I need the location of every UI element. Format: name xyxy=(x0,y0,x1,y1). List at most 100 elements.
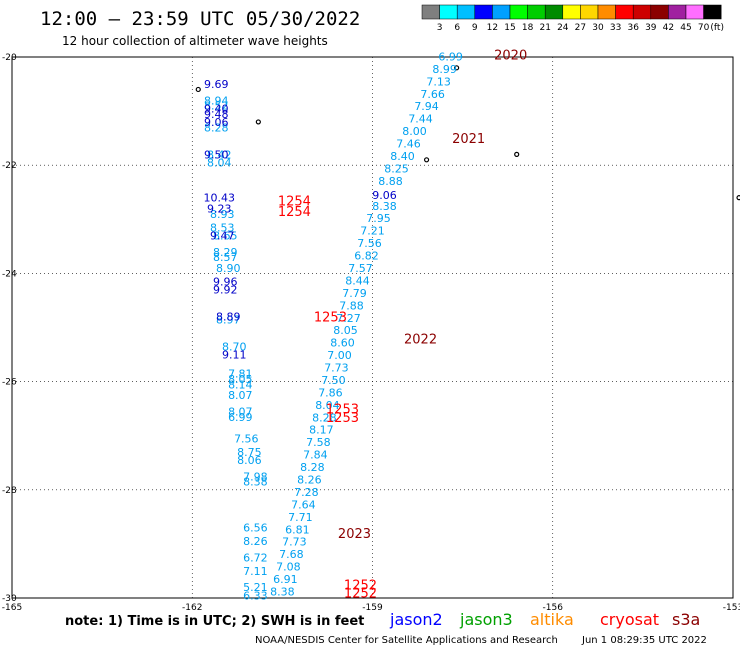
swh-value-label: 8.28 xyxy=(204,121,229,134)
swh-value-label: 8.42 xyxy=(207,148,232,161)
satellite-legend-entry: jason2 xyxy=(389,610,443,629)
swh-value-label: 8.88 xyxy=(378,175,403,188)
swh-value-label: 8.28 xyxy=(300,461,325,474)
swh-value-label: 9.47 xyxy=(210,230,235,243)
swh-value-label: 7.86 xyxy=(318,386,343,399)
swh-value-label: 7.27 xyxy=(336,312,361,325)
swh-value-label: 9.48 xyxy=(204,108,229,121)
pass-time-label: 1253 xyxy=(326,411,359,426)
swh-value-label: 8.07 xyxy=(228,389,253,402)
swh-value-label: 8.38 xyxy=(270,586,295,599)
colorbar-legend: 3 6 9 12 15 18 21 24 27 30 33 36 39 42 45 70 (ft) xyxy=(421,4,724,33)
swh-value-label: 6.82 xyxy=(354,250,379,263)
colorbar-swatch xyxy=(580,4,599,20)
colorbar-swatch xyxy=(509,4,528,20)
colorbar-label: 15 xyxy=(504,23,515,33)
swh-value-label: 8.38 xyxy=(372,200,397,213)
island-marker xyxy=(195,86,201,93)
swh-value-label: 8.94 xyxy=(204,94,229,107)
colorbar-unit: (ft) xyxy=(710,23,724,33)
island-marker xyxy=(736,195,740,201)
swh-value-label: 6.33 xyxy=(243,589,268,602)
swh-value-label: 9.96 xyxy=(213,276,238,289)
colorbar-swatch xyxy=(544,4,564,20)
map-subtitle: 12 hour collection of altimeter wave hei… xyxy=(62,34,328,48)
footer-generated: Jun 1 08:29:35 UTC 2022 xyxy=(581,635,707,646)
swh-value-label: 7.95 xyxy=(366,212,391,225)
island-marker xyxy=(514,151,520,157)
pass-time-label: 1254 xyxy=(278,205,311,220)
plot-frame xyxy=(11,56,734,599)
swh-value-label: 8.26 xyxy=(243,535,268,548)
swh-value-label: 8.25 xyxy=(384,162,409,175)
satellite-legend: jason2 jason3 altika cryosat s3a xyxy=(389,610,700,629)
swh-value-label: 8.00 xyxy=(402,125,427,138)
colorbar-swatch xyxy=(474,4,493,20)
swh-value-label: 6.56 xyxy=(243,522,268,535)
y-tick-label: -24 xyxy=(2,269,17,279)
swh-value-label: 8.44 xyxy=(345,274,370,287)
swh-value-label: 8.38 xyxy=(243,476,268,489)
swh-value-label: 7.44 xyxy=(408,113,433,126)
colorbar-label: 33 xyxy=(610,23,621,33)
swh-value-label: 8.97 xyxy=(216,313,241,326)
pass-time-label: 2023 xyxy=(338,527,371,542)
pass-time-label: 2020 xyxy=(494,48,527,63)
satellite-legend-entry: cryosat xyxy=(600,610,659,629)
swh-value-label: 7.50 xyxy=(321,374,346,387)
plot-area: 6.998.997.137.667.947.448.007.468.408.25… xyxy=(11,48,740,602)
colorbar-swatch xyxy=(632,4,652,20)
swh-value-label: 8.05 xyxy=(333,324,358,337)
colorbar-label: 39 xyxy=(645,23,657,33)
colorbar-label: 3 xyxy=(437,23,443,33)
swh-value-label: 8.75 xyxy=(237,446,262,459)
swh-value-label: 7.88 xyxy=(339,299,364,312)
swh-value-label: 7.79 xyxy=(342,287,367,300)
swh-value-label: 6.99 xyxy=(228,411,253,424)
swh-value-label: 8.04 xyxy=(207,156,232,169)
island-marker xyxy=(255,119,261,125)
pass-time-label: 2022 xyxy=(404,332,437,347)
swh-value-label: 7.58 xyxy=(306,436,331,449)
swh-value-label: 7.57 xyxy=(348,262,373,275)
colorbar-swatch xyxy=(492,4,511,20)
colorbar-label: 36 xyxy=(627,23,639,33)
satellite-legend-entry: jason3 xyxy=(459,610,513,629)
swh-value-label: 7.73 xyxy=(324,362,349,375)
colorbar-swatch xyxy=(597,4,616,20)
swh-value-label: 8.29 xyxy=(213,246,238,259)
x-tick-label: -165 xyxy=(2,603,22,613)
y-tick-label: -26 xyxy=(2,378,17,388)
swh-value-label: 7.73 xyxy=(282,536,307,549)
pass-time-label: 1254 xyxy=(278,194,311,209)
colorbar-swatch xyxy=(421,4,440,20)
swh-value-label: 6.72 xyxy=(243,551,268,564)
swh-value-label: 9.69 xyxy=(204,78,229,91)
swh-value-label: 8.52 xyxy=(204,100,229,113)
swh-value-label: 6.91 xyxy=(273,573,298,586)
swh-value-label: 8.28 xyxy=(312,411,337,424)
swh-observations: 6.998.997.137.667.947.448.007.468.408.25… xyxy=(204,50,463,602)
colorbar-label: 12 xyxy=(487,23,498,33)
swh-value-label: 8.40 xyxy=(390,150,415,163)
swh-value-label: 9.40 xyxy=(204,102,229,115)
x-tick-label: -156 xyxy=(543,603,564,613)
colorbar-label: 70 xyxy=(698,23,710,33)
pass-time-labels: 2020202112541254125320221253125320231252… xyxy=(278,48,527,601)
swh-value-label: 7.71 xyxy=(288,511,313,524)
colorbar-swatch xyxy=(562,4,581,20)
colorbar-label: 42 xyxy=(663,23,674,33)
swh-value-label: 6.81 xyxy=(285,523,310,536)
swh-value-label: 9.92 xyxy=(213,284,238,297)
satellite-legend-entry: s3a xyxy=(672,610,700,629)
colorbar-swatch xyxy=(650,4,669,20)
swh-value-label: 8.14 xyxy=(228,378,253,391)
swh-value-label: 7.94 xyxy=(414,100,439,113)
footer-note: note: 1) Time is in UTC; 2) SWH is in fe… xyxy=(65,614,364,629)
colorbar-label: 21 xyxy=(539,23,550,33)
colorbar-label: 45 xyxy=(680,23,691,33)
swh-value-label: 7.56 xyxy=(234,432,259,445)
swh-value-label: 5.21 xyxy=(243,581,268,594)
x-tick-label: -153 xyxy=(723,603,740,613)
